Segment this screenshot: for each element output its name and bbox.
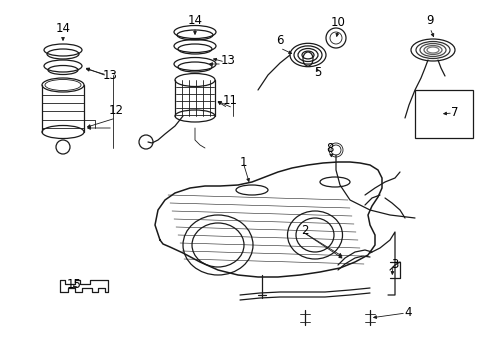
Text: 13: 13 [102,68,117,81]
Text: 14: 14 [187,14,202,27]
Text: 3: 3 [390,257,398,270]
Text: 6: 6 [276,33,283,46]
Text: 4: 4 [404,306,411,319]
Text: 7: 7 [450,105,458,118]
Text: 12: 12 [108,104,123,117]
Text: 8: 8 [325,141,333,154]
Text: 11: 11 [222,94,237,107]
Text: 13: 13 [220,54,235,67]
Text: 9: 9 [426,14,433,27]
Bar [414,90,472,138]
Text: 15: 15 [66,279,81,292]
Text: 2: 2 [301,224,308,237]
Text: 1: 1 [239,156,246,168]
Text: 5: 5 [314,66,321,78]
Text: 14: 14 [55,22,70,35]
Text: 10: 10 [330,15,345,28]
